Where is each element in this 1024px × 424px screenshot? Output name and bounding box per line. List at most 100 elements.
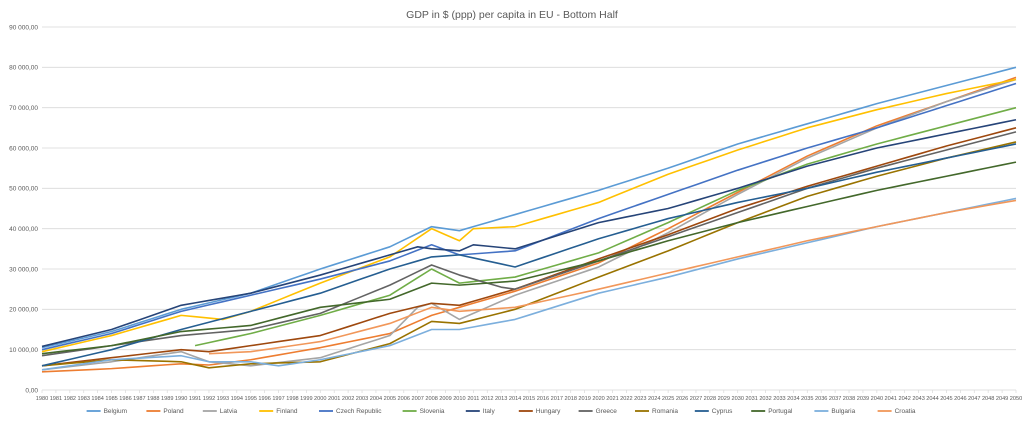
x-tick-label: 2028 bbox=[704, 396, 716, 402]
y-tick-label: 90 000,00 bbox=[9, 24, 38, 31]
x-tick-label: 2021 bbox=[606, 396, 618, 402]
legend-label: Slovenia bbox=[420, 408, 445, 415]
x-tick-label: 2039 bbox=[857, 396, 869, 402]
x-tick-label: 2040 bbox=[871, 396, 883, 402]
x-tick-label: 2014 bbox=[509, 396, 521, 402]
x-tick-label: 1993 bbox=[217, 396, 229, 402]
y-tick-label: 80 000,00 bbox=[9, 65, 38, 72]
series-line-italy bbox=[41, 118, 1017, 348]
legend-label: Romania bbox=[652, 408, 678, 415]
series-line-czech-republic bbox=[41, 82, 1017, 351]
legend-label: Poland bbox=[163, 408, 184, 415]
x-tick-label: 1991 bbox=[189, 396, 201, 402]
x-tick-label: 2017 bbox=[551, 396, 563, 402]
x-tick-label: 2035 bbox=[801, 396, 813, 402]
x-tick-label: 1998 bbox=[286, 396, 298, 402]
x-tick-label: 1987 bbox=[133, 396, 145, 402]
x-tick-label: 1990 bbox=[175, 396, 187, 402]
x-tick-label: 2031 bbox=[745, 396, 757, 402]
x-tick-label: 2012 bbox=[481, 396, 493, 402]
x-tick-label: 1981 bbox=[50, 396, 62, 402]
x-tick-label: 2018 bbox=[565, 396, 577, 402]
x-tick-label: 2043 bbox=[912, 396, 924, 402]
x-tick-label: 2020 bbox=[592, 396, 604, 402]
x-tick-label: 2034 bbox=[787, 396, 799, 402]
x-tick-label: 2019 bbox=[578, 396, 590, 402]
x-tick-label: 2026 bbox=[676, 396, 688, 402]
series-lines bbox=[41, 66, 1017, 373]
legend-label: Bulgaria bbox=[831, 408, 855, 415]
x-tick-label: 2015 bbox=[523, 396, 535, 402]
x-tick-label: 2025 bbox=[662, 396, 674, 402]
x-tick-label: 2023 bbox=[634, 396, 646, 402]
x-tick-label: 2041 bbox=[885, 396, 897, 402]
x-tick-label: 1988 bbox=[147, 396, 159, 402]
series-line-portugal bbox=[41, 161, 1017, 355]
x-tick-label: 2032 bbox=[759, 396, 771, 402]
x-tick-label: 2009 bbox=[439, 396, 451, 402]
legend-label: Italy bbox=[483, 408, 496, 415]
y-axis: 0,00 10 000,00 20 000,00 30 000,00 40 000,00… bbox=[9, 24, 38, 394]
y-tick-label: 70 000,00 bbox=[9, 105, 38, 112]
y-tick-label: 0,00 bbox=[25, 387, 38, 394]
legend-label: Greece bbox=[596, 408, 618, 415]
x-tick-label: 2045 bbox=[940, 396, 952, 402]
y-tick-label: 30 000,00 bbox=[9, 266, 38, 273]
legend-label: Portugal bbox=[768, 408, 793, 415]
legend-label: Cyprus bbox=[712, 408, 733, 415]
x-tick-label: 2005 bbox=[384, 396, 396, 402]
series-line-croatia bbox=[208, 199, 1017, 355]
x-tick-label: 1992 bbox=[203, 396, 215, 402]
x-tick-label: 2038 bbox=[843, 396, 855, 402]
series-line-romania bbox=[41, 141, 1017, 369]
x-tick-label: 2044 bbox=[926, 396, 938, 402]
series-line-hungary bbox=[41, 127, 1017, 367]
legend-label: Finland bbox=[276, 408, 298, 415]
x-tick-label: 2008 bbox=[425, 396, 437, 402]
series-line-greece bbox=[41, 131, 1017, 357]
legend: Belgium Poland Latvia Finland Czech Republic… bbox=[86, 408, 916, 415]
y-tick-label: 10 000,00 bbox=[9, 347, 38, 354]
x-tick-label: 1985 bbox=[105, 396, 117, 402]
x-tick-label: 2036 bbox=[815, 396, 827, 402]
legend-label: Latvia bbox=[220, 408, 238, 415]
gridlines bbox=[42, 26, 1016, 391]
x-tick-label: 1995 bbox=[244, 396, 256, 402]
x-tick-label: 1984 bbox=[91, 396, 103, 402]
x-tick-label: 2001 bbox=[328, 396, 340, 402]
x-tick-label: 1982 bbox=[64, 396, 76, 402]
y-tick-label: 60 000,00 bbox=[9, 145, 38, 152]
x-tick-label: 2010 bbox=[453, 396, 465, 402]
x-tick-label: 2047 bbox=[968, 396, 980, 402]
x-tick-label: 2033 bbox=[773, 396, 785, 402]
x-tick-label: 2006 bbox=[398, 396, 410, 402]
x-tick-label: 2024 bbox=[648, 396, 660, 402]
x-tick-label: 1983 bbox=[78, 396, 90, 402]
x-tick-label: 1994 bbox=[231, 396, 243, 402]
series-line-latvia bbox=[41, 78, 1017, 371]
x-tick-label: 2013 bbox=[495, 396, 507, 402]
x-tick-label: 2048 bbox=[982, 396, 994, 402]
x-tick-label: 2011 bbox=[467, 396, 479, 402]
x-tick-label: 2049 bbox=[996, 396, 1008, 402]
legend-label: Czech Republic bbox=[336, 408, 382, 415]
x-tick-label: 2037 bbox=[829, 396, 841, 402]
x-tick-label: 1996 bbox=[258, 396, 270, 402]
x-tick-label: 2007 bbox=[411, 396, 423, 402]
y-tick-label: 20 000,00 bbox=[9, 307, 38, 314]
x-tick-label: 1980 bbox=[36, 396, 48, 402]
x-tick-label: 2029 bbox=[718, 396, 730, 402]
y-tick-label: 40 000,00 bbox=[9, 226, 38, 233]
legend-label: Croatia bbox=[895, 408, 916, 415]
series-line-cyprus bbox=[41, 143, 1017, 367]
x-tick-label: 2027 bbox=[690, 396, 702, 402]
x-tick-label: 2016 bbox=[537, 396, 549, 402]
legend-label: Belgium bbox=[104, 408, 127, 415]
series-line-finland bbox=[41, 78, 1017, 353]
x-tick-label: 1989 bbox=[161, 396, 173, 402]
x-tick-label: 2042 bbox=[898, 396, 910, 402]
x-tick-label: 2004 bbox=[370, 396, 382, 402]
x-tick-label: 1999 bbox=[300, 396, 312, 402]
